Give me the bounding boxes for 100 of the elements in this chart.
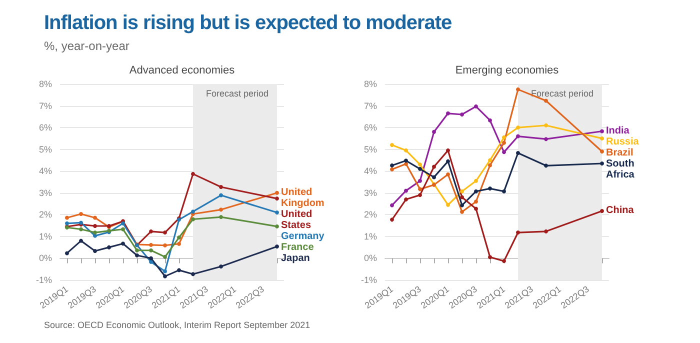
point [488,186,492,191]
point [418,187,422,192]
y-tick-label: 2% [38,210,52,220]
point [516,230,520,235]
point [219,264,223,268]
point [446,148,450,152]
point [488,118,492,122]
point [275,196,279,201]
point [177,268,181,272]
point [191,172,195,176]
point [600,208,604,213]
point [474,206,478,211]
series-label: Japan [281,252,310,264]
y-tick-label: -1% [360,275,377,285]
point [390,218,394,222]
point [390,163,394,168]
chart-title: Advanced economies [129,64,236,76]
point [418,166,422,171]
point [135,253,139,258]
point [93,234,97,238]
y-tick-label: 5% [364,144,377,154]
point [544,229,548,234]
y-tick-label: 3% [364,188,377,198]
series-label: United States [281,208,312,231]
point [404,162,408,166]
point [191,272,195,276]
point [460,195,464,200]
annotation: Forecast period [531,88,594,98]
point [516,126,520,130]
chart-title: Emerging economies [455,64,560,76]
point [474,200,478,204]
text: %, year-on-year [44,39,130,53]
point [474,104,478,108]
point [516,134,520,138]
y-tick-label: 8% [364,79,377,89]
point [432,164,436,169]
point [163,243,167,248]
point [121,242,125,246]
point [275,190,279,195]
point [135,248,139,252]
y-tick-label: -1% [36,275,52,285]
point [446,111,450,116]
point [418,162,422,167]
point [488,158,492,162]
series-label: India [606,125,630,136]
point [65,216,69,220]
series-label: Brazil [606,147,634,158]
point [460,210,464,214]
y-tick-label: 6% [38,122,52,133]
series-label: Russia [606,136,640,148]
point [163,230,167,235]
y-tick-label: 5% [38,144,52,154]
point [191,217,195,222]
point [93,224,97,228]
point [600,150,604,154]
y-tick-label: 0% [38,253,52,264]
point [404,158,408,163]
point [93,230,97,235]
point [219,185,223,190]
y-tick-label: 4% [364,166,377,176]
series-label: Germany [281,230,325,242]
y-tick-label: 0% [364,253,377,264]
point [488,255,492,260]
point [544,137,548,142]
point [446,172,450,176]
point [390,142,394,147]
point [79,238,83,243]
y-tick-label: 4% [38,166,52,176]
series-label: France [281,242,314,253]
point [390,167,394,172]
point [177,236,181,240]
point [404,188,408,193]
point [502,189,506,194]
point [149,229,153,234]
point [418,193,422,198]
series-label: United Kingdom [281,186,324,209]
source-note: Source: OECD Economic Outlook, Interim Report September 2021 [44,320,310,330]
point [275,210,279,214]
point [474,189,478,194]
point [93,216,97,220]
point [600,161,604,166]
point [404,148,408,152]
point [275,244,279,248]
point [418,178,422,183]
point [460,112,464,116]
point [275,224,279,228]
point [79,227,83,232]
point [219,208,223,212]
point [191,210,195,214]
point [79,212,83,216]
point [404,197,408,202]
point [149,256,153,260]
y-tick-label: 7% [364,100,377,111]
y-tick-label: 1% [38,231,52,242]
point [107,245,111,250]
point [163,274,167,278]
point [502,135,506,140]
point [474,178,478,183]
point [163,254,167,259]
point [390,203,394,208]
